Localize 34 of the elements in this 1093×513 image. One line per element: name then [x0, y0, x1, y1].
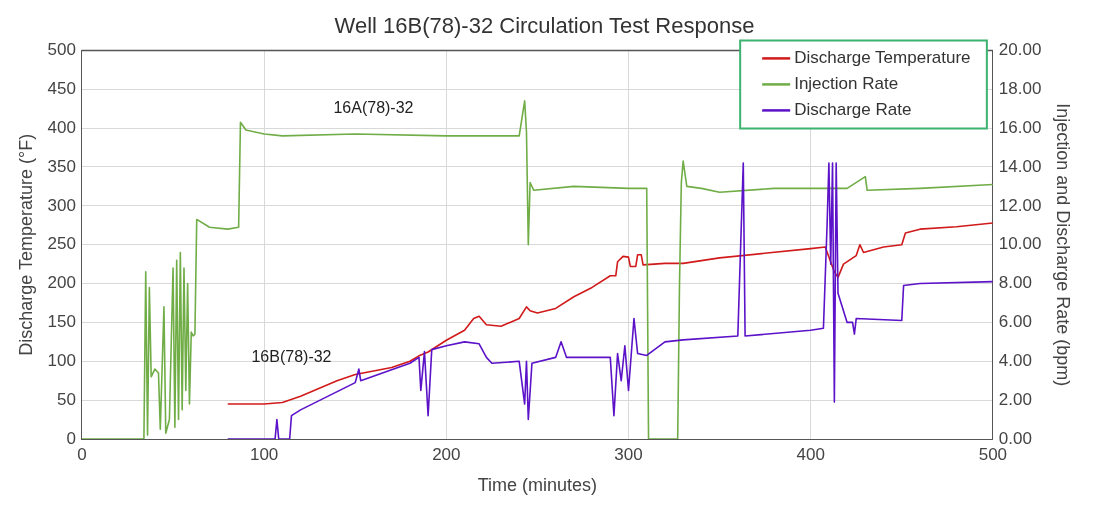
legend-label: Discharge Rate — [794, 100, 912, 120]
y2-axis-title: Injection and Discharge Rate (bpm) — [1053, 103, 1074, 387]
y-tick-label: 50 — [57, 389, 76, 409]
y-axis-title: Discharge Temperature (°F) — [15, 133, 36, 356]
x-axis-title: Time (minutes) — [477, 475, 598, 496]
y2-tick-label: 6.00 — [998, 312, 1032, 332]
y2-tick-label: 2.00 — [998, 389, 1032, 409]
y-tick-label: 150 — [47, 312, 76, 332]
y-tick-label: 350 — [47, 156, 76, 176]
x-tick-label: 100 — [249, 444, 279, 464]
y-tick-label: 250 — [47, 234, 76, 254]
y-tick-label: 0 — [66, 428, 76, 448]
annotation: 16B(78)-32 — [251, 347, 332, 365]
x-tick-label: 300 — [614, 444, 643, 464]
annotation: 16A(78)-32 — [333, 99, 414, 117]
y-tick-label: 450 — [47, 78, 76, 98]
legend-label: Injection Rate — [794, 74, 899, 94]
y2-tick-label: 4.00 — [998, 350, 1032, 370]
y2-tick-label: 16.00 — [998, 117, 1042, 137]
y-tick-label: 300 — [47, 195, 76, 215]
y2-tick-label: 8.00 — [998, 273, 1032, 293]
y2-tick-label: 10.00 — [998, 234, 1042, 254]
y-tick-label: 100 — [47, 350, 76, 370]
chart-title: Well 16B(78)-32 Circulation Test Response — [334, 13, 755, 39]
x-tick-label: 400 — [796, 444, 825, 464]
legend-label: Discharge Temperature — [794, 48, 971, 68]
y-tick-label: 400 — [47, 117, 76, 137]
y-tick-label: 500 — [47, 40, 76, 60]
y2-tick-label: 20.00 — [998, 40, 1042, 60]
x-tick-label: 200 — [432, 444, 461, 464]
y2-tick-label: 14.00 — [998, 156, 1042, 176]
y2-tick-label: 12.00 — [998, 195, 1042, 215]
y-tick-label: 200 — [47, 273, 76, 293]
y2-tick-label: 18.00 — [998, 78, 1042, 98]
